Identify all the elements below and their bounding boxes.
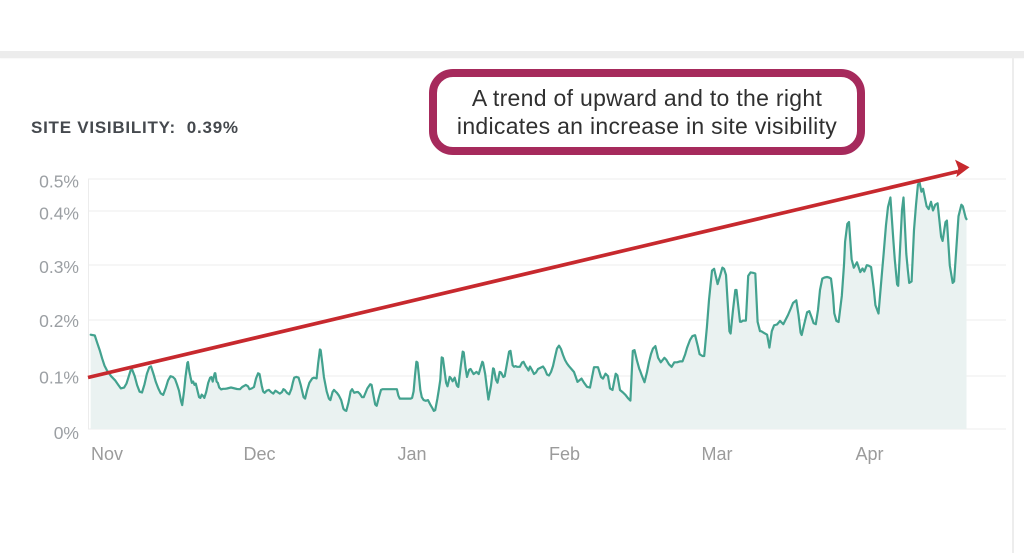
svg-text:0.4%: 0.4%	[39, 203, 79, 223]
svg-text:Feb: Feb	[549, 444, 580, 464]
svg-text:Jan: Jan	[397, 444, 426, 464]
svg-text:0.5%: 0.5%	[39, 171, 79, 191]
svg-text:0.3%: 0.3%	[39, 257, 79, 277]
svg-text:0.1%: 0.1%	[39, 368, 79, 388]
svg-text:Dec: Dec	[243, 444, 275, 464]
svg-text:0%: 0%	[54, 423, 79, 443]
svg-text:Apr: Apr	[855, 444, 883, 464]
svg-text:Nov: Nov	[91, 444, 123, 464]
svg-text:Mar: Mar	[702, 444, 733, 464]
svg-text:0.2%: 0.2%	[39, 311, 79, 331]
